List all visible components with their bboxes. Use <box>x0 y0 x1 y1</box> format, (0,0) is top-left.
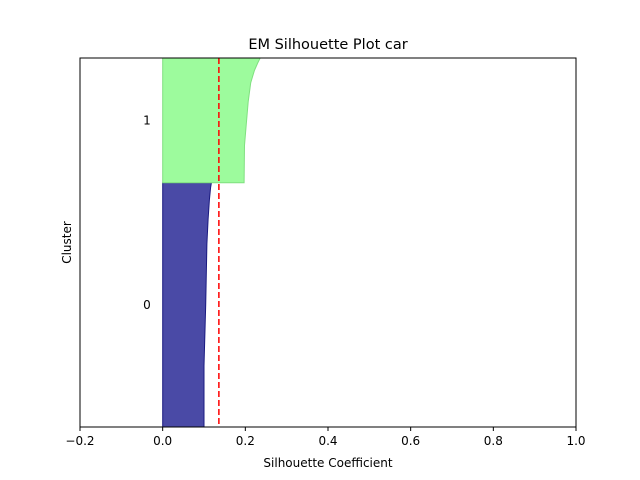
x-axis-ticks: −0.2 0.0 0.2 0.4 0.6 0.8 1.0 <box>65 427 586 448</box>
x-tick-label: 0.4 <box>318 434 337 448</box>
x-tick-label: 0.8 <box>484 434 503 448</box>
cluster-labels: 01 <box>143 113 151 312</box>
cluster-0-silhouette <box>162 182 212 428</box>
chart-title: EM Silhouette Plot car <box>248 37 407 53</box>
cluster-1-silhouette <box>162 57 262 184</box>
axes-frame <box>79 57 577 428</box>
y-axis-label: Cluster <box>60 221 74 264</box>
x-tick-label: −0.2 <box>65 434 94 448</box>
plot-layer <box>162 57 262 428</box>
cluster-label-1: 1 <box>143 113 151 127</box>
x-tick-label: 0.6 <box>401 434 420 448</box>
x-tick-label: 0.2 <box>236 434 255 448</box>
x-tick-label: 0.0 <box>153 434 172 448</box>
cluster-label-0: 0 <box>143 298 151 312</box>
x-tick-label: 1.0 <box>566 434 585 448</box>
x-axis-label: Silhouette Coefficient <box>263 456 392 470</box>
